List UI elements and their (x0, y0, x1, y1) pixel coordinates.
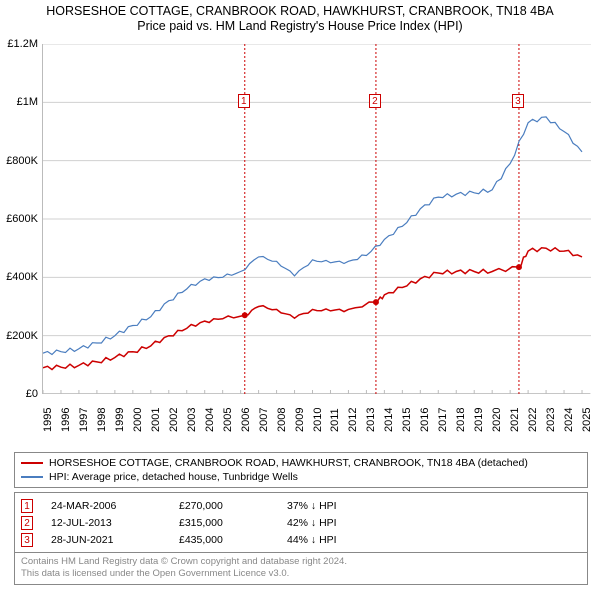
legend-label-hpi: HPI: Average price, detached house, Tunb… (49, 471, 298, 483)
table-row: 2 12-JUL-2013 £315,000 42% ↓ HPI (21, 514, 581, 531)
legend-swatch-property (21, 462, 43, 464)
x-tick-label: 1995 (42, 408, 54, 432)
x-tick-label: 2007 (258, 408, 270, 432)
x-tick-label: 2014 (383, 408, 395, 432)
table-row: 3 28-JUN-2021 £435,000 44% ↓ HPI (21, 531, 581, 548)
x-tick-label: 2001 (150, 408, 162, 432)
x-tick-label: 2008 (276, 408, 288, 432)
sale-marker-3: 3 (21, 533, 33, 547)
x-tick-label: 2005 (222, 408, 234, 432)
chart-marker-2: 2 (369, 94, 381, 108)
title-sub: Price paid vs. HM Land Registry's House … (0, 19, 600, 33)
legend: HORSESHOE COTTAGE, CRANBROOK ROAD, HAWKH… (14, 452, 588, 488)
title-main: HORSESHOE COTTAGE, CRANBROOK ROAD, HAWKH… (0, 4, 600, 18)
x-tick-label: 2003 (186, 408, 198, 432)
sale-date: 24-MAR-2006 (51, 500, 161, 512)
x-tick-label: 2018 (455, 408, 467, 432)
sale-marker-2: 2 (21, 516, 33, 530)
x-tick-label: 2020 (491, 408, 503, 432)
sale-price: £315,000 (179, 517, 269, 529)
x-tick-label: 2012 (347, 408, 359, 432)
x-axis-labels: 1995 1996 1997 1998 1999 2000 2001 2002 2003 2004… (42, 396, 590, 450)
x-tick-label: 1998 (96, 408, 108, 432)
x-tick-label: 2013 (365, 408, 377, 432)
table-row: 1 24-MAR-2006 £270,000 37% ↓ HPI (21, 497, 581, 514)
x-tick-label: 2024 (563, 408, 575, 432)
x-tick-label: 2002 (168, 408, 180, 432)
x-tick-label: 2004 (204, 408, 216, 432)
sale-price: £270,000 (179, 500, 269, 512)
x-tick-label: 2000 (132, 408, 144, 432)
y-axis-labels: £0£200K£400K£600K£800K£1M£1.2M (0, 44, 40, 394)
chart-area (42, 44, 590, 394)
legend-row-hpi: HPI: Average price, detached house, Tunb… (21, 470, 581, 484)
sales-table: 1 24-MAR-2006 £270,000 37% ↓ HPI 2 12-JU… (14, 492, 588, 553)
sale-pct: 44% ↓ HPI (287, 534, 387, 546)
sale-pct: 37% ↓ HPI (287, 500, 387, 512)
legend-label-property: HORSESHOE COTTAGE, CRANBROOK ROAD, HAWKH… (49, 457, 528, 469)
x-tick-label: 1996 (60, 408, 72, 432)
y-tick-label: £400K (6, 271, 38, 283)
chart-container: HORSESHOE COTTAGE, CRANBROOK ROAD, HAWKH… (0, 0, 600, 590)
x-tick-label: 2021 (509, 408, 521, 432)
sale-pct: 42% ↓ HPI (287, 517, 387, 529)
footer-line2: This data is licensed under the Open Gov… (21, 568, 581, 580)
legend-swatch-hpi (21, 476, 43, 478)
x-tick-label: 1997 (78, 408, 90, 432)
x-tick-label: 2006 (240, 408, 252, 432)
sale-date: 12-JUL-2013 (51, 517, 161, 529)
footer: Contains HM Land Registry data © Crown c… (14, 552, 588, 585)
x-tick-label: 2022 (527, 408, 539, 432)
x-tick-label: 2023 (545, 408, 557, 432)
chart-svg (43, 44, 591, 394)
legend-row-property: HORSESHOE COTTAGE, CRANBROOK ROAD, HAWKH… (21, 456, 581, 470)
x-tick-label: 2025 (581, 408, 593, 432)
x-tick-label: 2010 (312, 408, 324, 432)
y-tick-label: £1.2M (7, 38, 38, 50)
footer-line1: Contains HM Land Registry data © Crown c… (21, 556, 581, 568)
title-block: HORSESHOE COTTAGE, CRANBROOK ROAD, HAWKH… (0, 0, 600, 33)
x-tick-label: 1999 (114, 408, 126, 432)
y-tick-label: £800K (6, 155, 38, 167)
x-tick-label: 2016 (419, 408, 431, 432)
sale-price: £435,000 (179, 534, 269, 546)
chart-marker-1: 1 (238, 94, 250, 108)
sale-date: 28-JUN-2021 (51, 534, 161, 546)
y-tick-label: £0 (26, 388, 38, 400)
sale-marker-1: 1 (21, 499, 33, 513)
x-tick-label: 2009 (294, 408, 306, 432)
x-tick-label: 2015 (401, 408, 413, 432)
x-tick-label: 2019 (473, 408, 485, 432)
chart-marker-3: 3 (512, 94, 524, 108)
x-tick-label: 2011 (329, 408, 341, 432)
y-tick-label: £1M (17, 96, 38, 108)
y-tick-label: £200K (6, 330, 38, 342)
y-tick-label: £600K (6, 213, 38, 225)
x-tick-label: 2017 (437, 408, 449, 432)
